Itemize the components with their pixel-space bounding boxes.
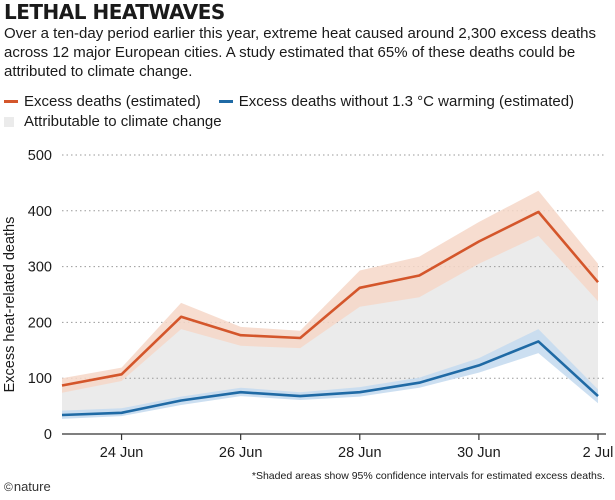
legend-item-without: Excess deaths without 1.3 °C warming (es… bbox=[218, 93, 575, 110]
y-tick-label-200: 200 bbox=[28, 315, 52, 331]
legend-row-1: Excess deaths (estimated) Excess deaths … bbox=[4, 93, 592, 110]
without-ci-band bbox=[62, 329, 598, 419]
footnote: *Shaded areas show 95% confidence interv… bbox=[251, 470, 605, 482]
nature-logo: © nature bbox=[4, 479, 51, 494]
legend-row-2: Attributable to climate change bbox=[4, 113, 240, 130]
excess-ci-band bbox=[62, 190, 598, 393]
x-tick-label-30-jun: 30 Jun bbox=[457, 445, 501, 461]
legend-swatch-attributable bbox=[4, 116, 14, 127]
y-tick-label-400: 400 bbox=[28, 204, 52, 220]
chart-subtitle: Over a ten-day period earlier this year,… bbox=[4, 25, 597, 80]
y-tick-label-500: 500 bbox=[28, 148, 52, 164]
y-tick-label-0: 0 bbox=[44, 427, 52, 443]
legend-item-excess: Excess deaths (estimated) bbox=[4, 93, 201, 110]
legend-item-attributable: Attributable to climate change bbox=[4, 113, 222, 130]
legend-label-without: Excess deaths without 1.3 °C warming (es… bbox=[238, 93, 575, 110]
chart-title: LETHAL HEATWAVES bbox=[4, 0, 225, 24]
excess-deaths-line bbox=[61, 210, 599, 387]
y-tick-label-100: 100 bbox=[28, 371, 52, 387]
y-tick-label-300: 300 bbox=[28, 260, 52, 276]
x-tick-label-26-jun: 26 Jun bbox=[219, 445, 263, 461]
legend-label-excess: Excess deaths (estimated) bbox=[24, 93, 201, 110]
legend-label-attributable: Attributable to climate change bbox=[24, 113, 222, 130]
copyright-icon: © bbox=[4, 479, 13, 494]
x-tick-label-2-jul: 2 Jul bbox=[583, 445, 614, 461]
without-warming-line bbox=[61, 340, 599, 417]
y-axis-title: Excess heat-related deaths bbox=[2, 217, 18, 393]
logo-text: nature bbox=[13, 479, 51, 494]
legend-swatch-excess bbox=[4, 100, 18, 103]
legend-swatch-without bbox=[218, 100, 233, 103]
line-chart: 0 100 200 300 400 500 24 Jun 26 Jun 28 Jun 30 Jun… bbox=[2, 148, 614, 461]
x-tick-label-24-jun: 24 Jun bbox=[100, 445, 144, 461]
x-tick-label-28-jun: 28 Jun bbox=[338, 445, 382, 461]
